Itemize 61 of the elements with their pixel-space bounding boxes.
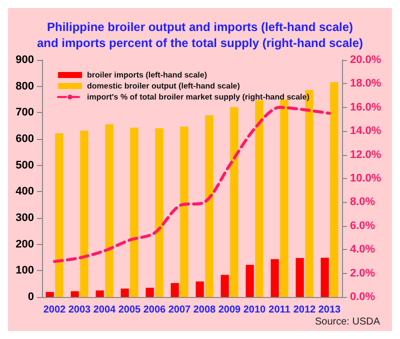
x-tick-label: 2003: [68, 304, 92, 316]
bar: [146, 288, 154, 297]
bar: [230, 107, 238, 297]
y2-tick-label: 8.0%: [350, 196, 376, 208]
bar: [46, 292, 54, 297]
bar: [205, 115, 214, 297]
x-tick-label: 2004: [93, 304, 116, 316]
y-tick-label: 0: [28, 291, 34, 303]
bar: [246, 264, 254, 297]
y-tick-label: 300: [16, 212, 34, 224]
y-tick-label: 200: [16, 238, 34, 250]
x-tick-label: 2011: [268, 304, 291, 316]
y2-tick-label: 10.0%: [350, 172, 382, 184]
y-tick-label: 700: [16, 106, 34, 119]
bar: [220, 274, 229, 297]
bar: [180, 126, 188, 297]
bar: [330, 82, 338, 297]
bar: [55, 133, 64, 297]
legend-label: domestic broiler output (left-hand scale): [87, 82, 240, 90]
y2-tick-label: 20.0%: [350, 54, 382, 66]
bar: [130, 128, 138, 297]
bar: [70, 291, 79, 297]
x-tick-label: 2005: [118, 304, 142, 316]
bar: [196, 281, 204, 297]
y2-tick-label: 2.0%: [350, 267, 376, 280]
x-tick-label: 2002: [43, 304, 66, 316]
y2-tick-label: 6.0%: [350, 220, 376, 232]
y-tick-label: 400: [16, 186, 34, 198]
bar: [96, 290, 104, 297]
y-tick-label: 800: [16, 80, 34, 92]
bar: [296, 258, 304, 297]
x-tick-label: 2006: [143, 304, 166, 316]
bar: [155, 128, 164, 297]
y2-tick-label: 14.0%: [350, 125, 382, 138]
bar: [270, 259, 279, 297]
source-note: Source: USDA: [314, 316, 380, 328]
bar: [80, 130, 88, 297]
bar: [170, 283, 179, 297]
x-tick-label: 2010: [243, 304, 266, 316]
legend-label: broiler imports (left-hand scale): [87, 70, 208, 80]
bar: [320, 258, 329, 297]
x-tick-label: 2008: [193, 304, 216, 316]
x-tick-label: 2009: [218, 304, 242, 316]
x-tick-label: 2013: [318, 304, 342, 316]
bar: [255, 100, 264, 297]
y2-tick-label: 0.0%: [350, 291, 376, 303]
y-tick-label: 500: [16, 159, 34, 172]
y2-tick-label: 4.0%: [350, 244, 376, 256]
line-series: [53, 106, 331, 263]
x-tick-label: 2007: [168, 304, 192, 316]
bar: [120, 288, 129, 297]
bar: [105, 124, 114, 297]
x-tick-label: 2012: [293, 304, 316, 316]
y-tick-label: 100: [16, 264, 34, 277]
chart-title: Philippine broiler output and imports (left-hand scale) and imports percent of the total supply (right-hand scale): [36, 20, 364, 50]
y2-tick-label: 12.0%: [350, 148, 382, 161]
y-tick-label: 900: [16, 54, 34, 66]
bar: [280, 100, 288, 297]
y2-tick-label: 16.0%: [350, 101, 382, 114]
y2-tick-label: 18.0%: [350, 78, 382, 90]
y-tick-label: 600: [16, 133, 34, 145]
